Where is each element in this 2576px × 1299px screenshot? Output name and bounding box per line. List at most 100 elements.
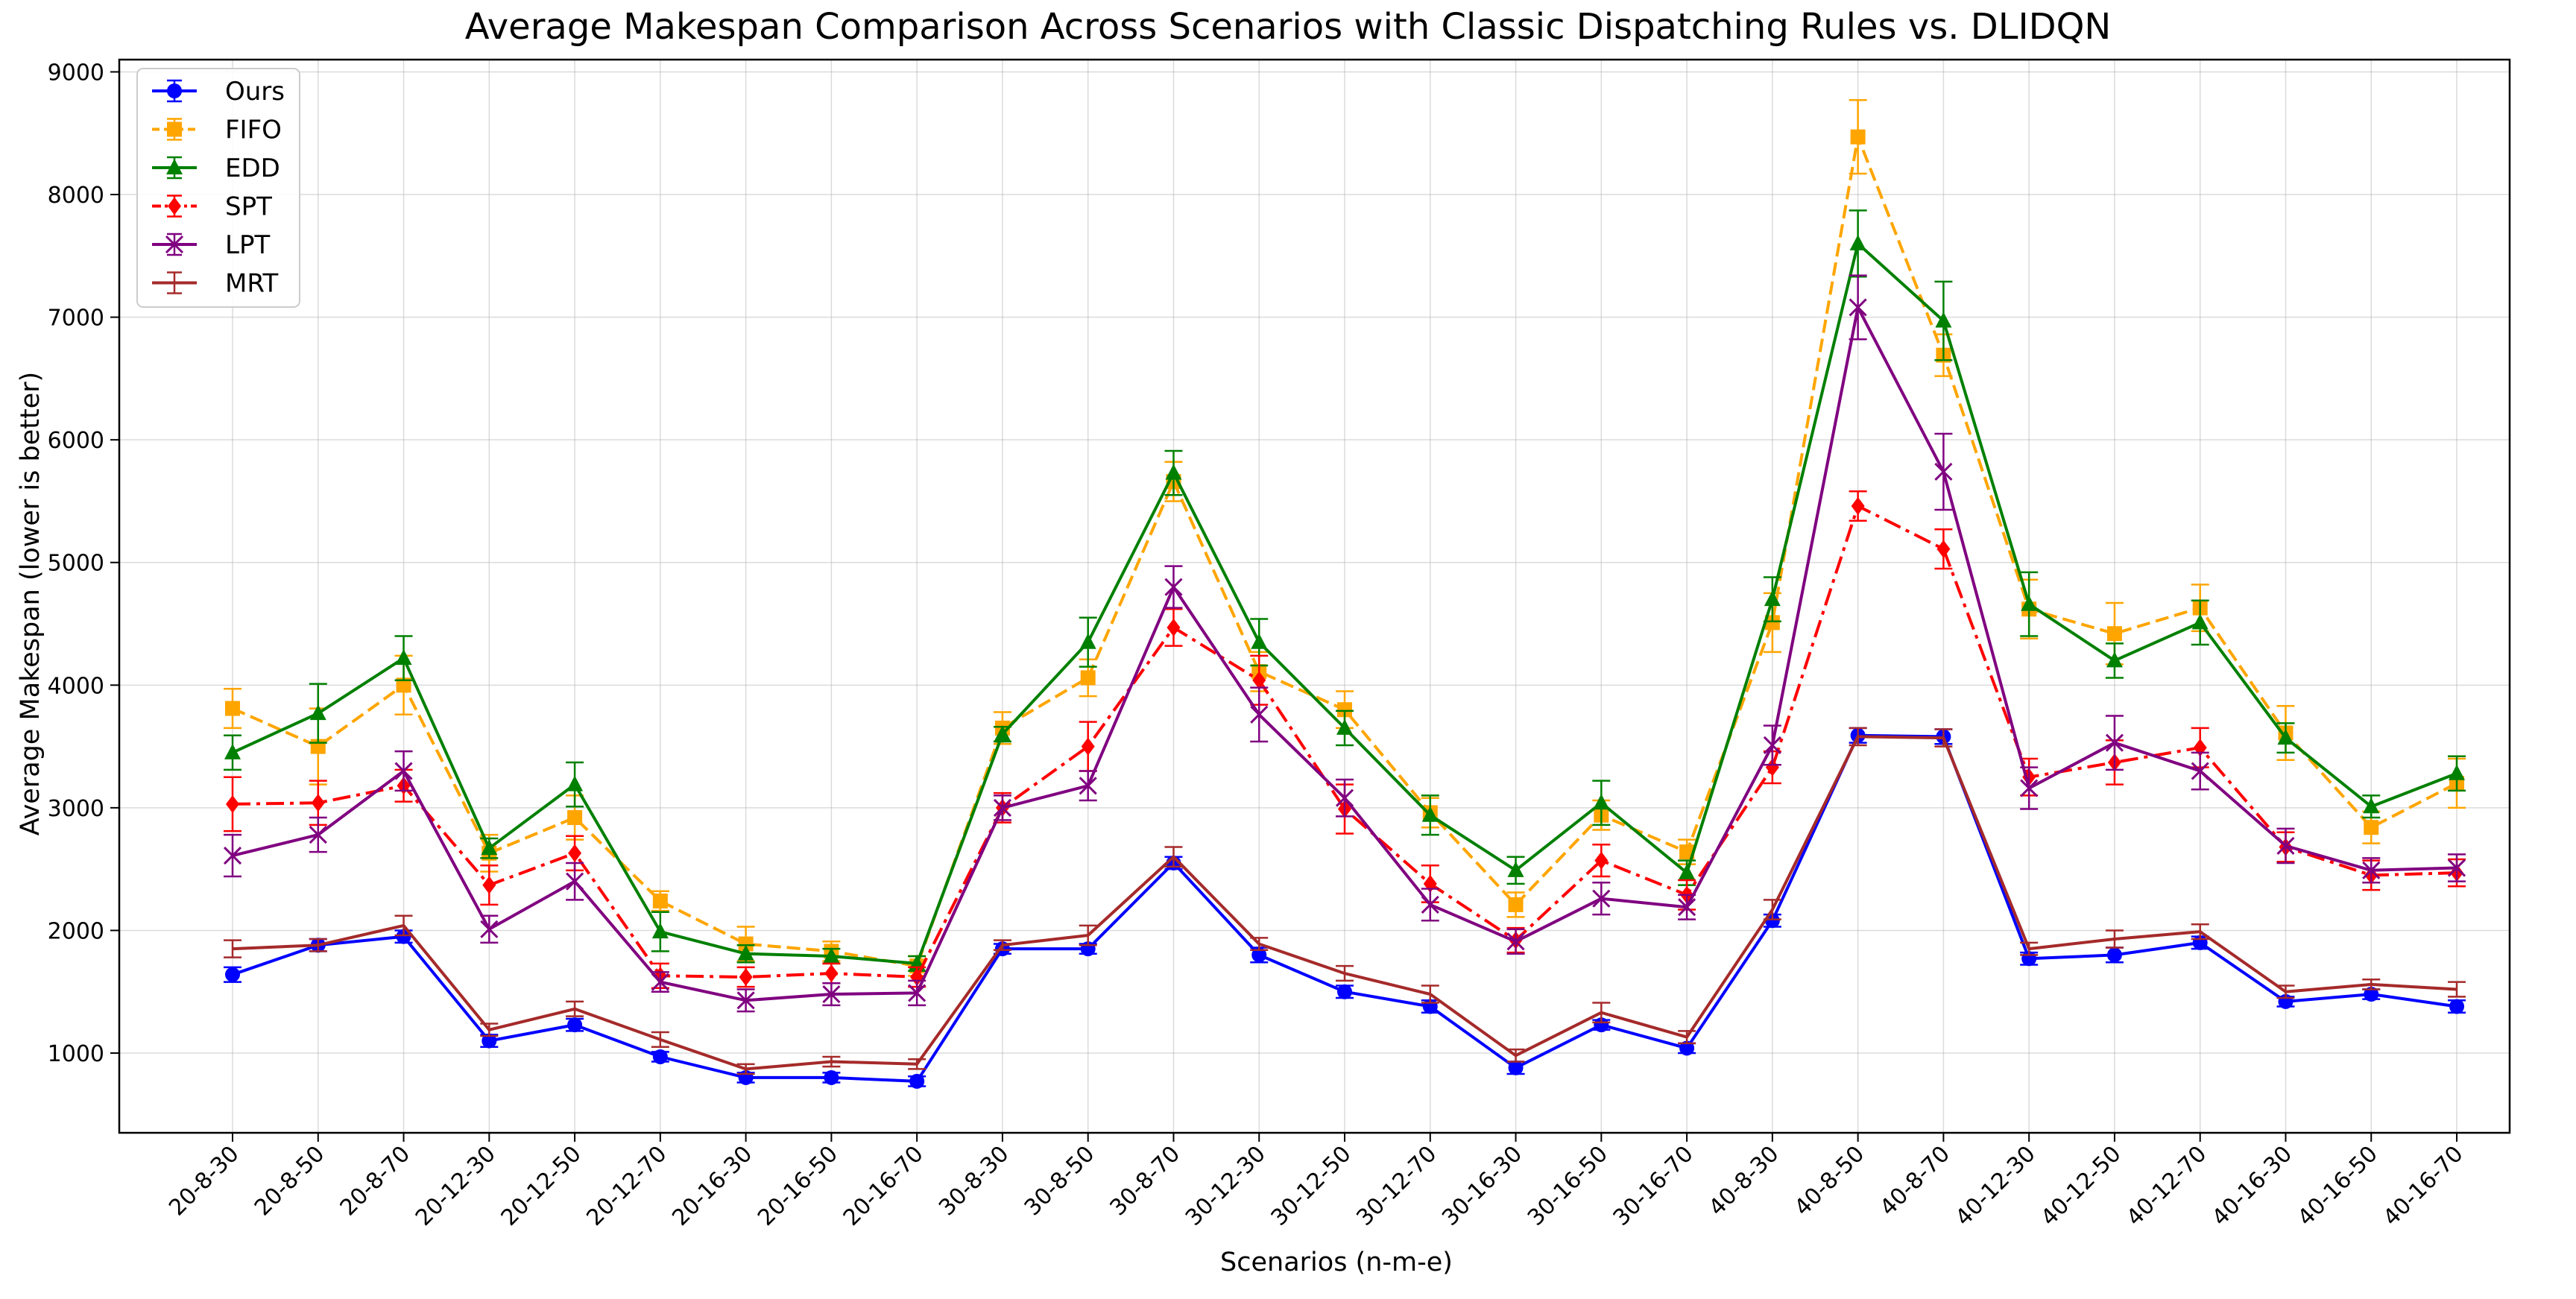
series-lpt — [223, 274, 2466, 1013]
ours-point — [1337, 984, 1353, 999]
lpt-point — [1763, 736, 1781, 755]
edd-point — [1764, 590, 1781, 607]
lpt-point — [1250, 705, 1269, 724]
lpt-point — [993, 798, 1011, 817]
spt-point — [1081, 737, 1095, 756]
fifo-point — [1850, 129, 1866, 145]
ours-point — [1594, 1017, 1609, 1033]
y-tick-label: 4000 — [48, 673, 104, 699]
x-axis-label: Scenarios (n-m-e) — [1220, 1248, 1453, 1277]
lpt-point — [1934, 462, 1953, 481]
legend-swatch-marker — [166, 159, 183, 174]
lpt-point — [1506, 932, 1525, 951]
x-marker-stroke — [165, 235, 184, 254]
spt-point — [482, 876, 496, 894]
spt-point — [1851, 497, 1865, 516]
ours-point — [482, 1033, 497, 1049]
lpt-point — [1678, 898, 1696, 917]
legend-entry-mrt: MRT — [152, 269, 278, 299]
fifo-point — [1080, 670, 1096, 686]
legend-label: LPT — [225, 230, 270, 260]
x-marker-stroke — [1164, 578, 1183, 596]
series-layer — [223, 99, 2466, 1089]
fifo-point — [396, 677, 411, 693]
ours-point — [909, 1073, 925, 1089]
ours-point — [2106, 947, 2122, 963]
edd-point — [1165, 464, 1182, 480]
edd-point — [2191, 613, 2209, 630]
x-marker-stroke — [1678, 898, 1696, 917]
x-marker-stroke — [2020, 779, 2039, 797]
spt-point — [311, 794, 325, 812]
spt-point — [1252, 671, 1266, 689]
lpt-point — [2105, 733, 2124, 752]
edd-point — [823, 947, 840, 964]
legend: Ours FIFO EDD SPT LPT MRT — [136, 68, 300, 308]
y-tick-label: 2000 — [48, 918, 104, 944]
edd-point — [2449, 764, 2466, 780]
fifo-point — [225, 701, 240, 716]
fifo-point — [567, 810, 583, 826]
legend-swatch-marker — [167, 83, 182, 98]
lpt-point — [1421, 895, 1439, 914]
legend-swatch-marker — [165, 235, 184, 254]
lpt-point — [1164, 578, 1183, 596]
x-marker-stroke — [2362, 861, 2381, 879]
ours-point — [824, 1069, 839, 1085]
fifo-point — [1764, 615, 1780, 630]
edd-point — [1849, 234, 1866, 250]
series-mrt — [224, 727, 2466, 1075]
edd-point — [651, 923, 669, 939]
lpt-point — [309, 826, 327, 844]
chart-title: Average Makespan Comparison Across Scena… — [465, 6, 2112, 48]
lpt-point — [1592, 889, 1611, 908]
lpt-point — [651, 973, 669, 991]
lpt-point — [822, 984, 841, 1004]
legend-entry-lpt: LPT — [152, 230, 270, 260]
edd-point — [2021, 595, 2038, 611]
edd-point — [1507, 861, 1524, 877]
mrt-line — [232, 735, 2457, 1071]
legend-entry-ours: Ours — [152, 77, 285, 107]
y-tick-label: 8000 — [48, 183, 104, 209]
legend-entry-fifo: FIFO — [152, 116, 282, 145]
legend-entry-edd: EDD — [152, 154, 280, 183]
x-marker-stroke — [1849, 298, 1867, 317]
edd-point — [1336, 718, 1354, 735]
lpt-point — [394, 762, 413, 780]
ours-point — [1251, 947, 1267, 963]
mrt-error-bar — [224, 939, 242, 958]
edd-point — [994, 725, 1011, 742]
ours-point — [1508, 1060, 1524, 1075]
spt-point — [226, 794, 239, 813]
x-marker-stroke — [1250, 705, 1269, 724]
edd-point — [2363, 797, 2380, 814]
ours-point — [225, 967, 240, 982]
lpt-point — [1849, 298, 1867, 317]
x-marker-stroke — [822, 984, 841, 1004]
x-marker-stroke — [1763, 736, 1781, 755]
lpt-point — [2020, 779, 2039, 797]
x-marker-stroke — [1079, 777, 1097, 795]
fifo-point — [738, 936, 754, 952]
y-tick-label: 3000 — [48, 796, 104, 822]
x-marker-stroke — [908, 984, 926, 1002]
legend-swatch-marker — [167, 121, 182, 137]
lpt-point — [736, 991, 755, 1010]
edd-point — [1593, 794, 1610, 810]
ours-point — [2364, 987, 2379, 1002]
x-marker-stroke — [736, 991, 755, 1010]
x-marker-stroke — [394, 762, 413, 780]
fifo-point — [2364, 820, 2379, 835]
x-marker-stroke — [566, 872, 584, 891]
x-marker-stroke — [993, 798, 1011, 817]
legend-label: FIFO — [225, 116, 282, 145]
x-marker-stroke — [309, 826, 327, 844]
lpt-point — [1079, 777, 1097, 795]
y-tick-label: 9000 — [48, 60, 104, 86]
spt-line — [232, 505, 2457, 979]
x-marker-stroke — [651, 973, 669, 991]
ours-point — [396, 929, 411, 944]
lpt-point — [480, 920, 499, 938]
